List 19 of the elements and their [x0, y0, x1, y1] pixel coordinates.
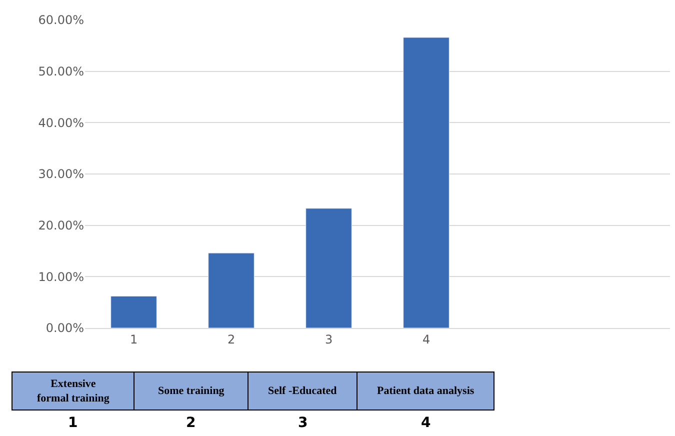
- category-label: 4: [421, 415, 431, 431]
- text: Patient data analysis: [377, 385, 475, 397]
- y-tick-label: 30.00%: [38, 167, 84, 182]
- y-tick-label: 50.00%: [38, 64, 84, 79]
- y-tick-label: 0.00%: [46, 321, 84, 336]
- x-tick-label: 3: [324, 332, 333, 346]
- text: Some training: [158, 385, 225, 397]
- y-tick-label: 60.00%: [38, 13, 84, 28]
- x-tick-label: 1: [130, 332, 138, 346]
- y-tick-label: 20.00%: [38, 218, 84, 233]
- category-label: 3: [298, 415, 308, 431]
- y-tick-label: 10.00%: [38, 270, 84, 284]
- text: Extensive formal training: [37, 378, 110, 404]
- x-tick-label: 2: [227, 332, 236, 346]
- y-tick-label: 40.00%: [38, 116, 84, 130]
- text: Self -Educated: [268, 385, 337, 397]
- category-label: 2: [186, 415, 196, 431]
- category-label: 1: [68, 415, 78, 431]
- x-tick-label: 4: [422, 332, 430, 346]
